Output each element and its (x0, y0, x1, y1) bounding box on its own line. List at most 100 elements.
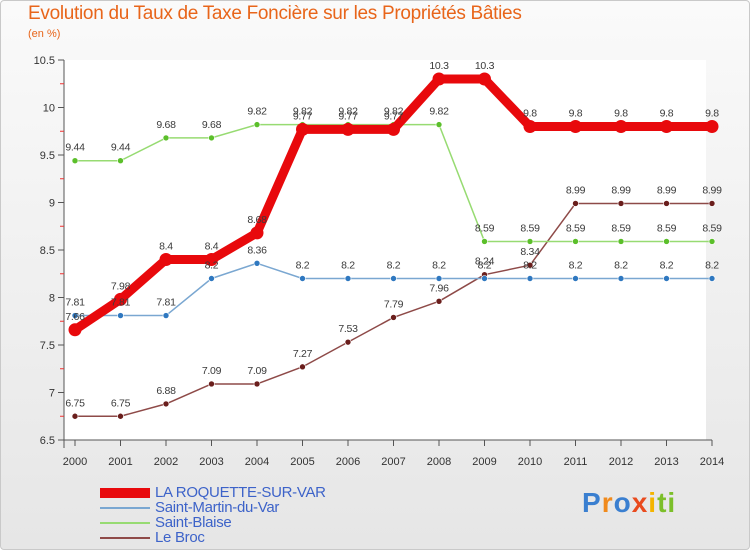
data-label: 9.8 (660, 108, 674, 120)
data-label: 9.77 (293, 110, 313, 122)
data-point (114, 292, 127, 306)
data-point (617, 238, 625, 245)
data-point (663, 238, 670, 245)
logo-letter: i (648, 487, 658, 518)
data-point (390, 275, 397, 282)
x-tick-label: 2001 (108, 456, 132, 468)
data-point (71, 157, 79, 164)
x-tick-label: 2005 (290, 456, 314, 468)
data-point (708, 200, 716, 207)
data-point (390, 314, 397, 321)
data-point (481, 238, 488, 245)
legend-label: Le Broc (155, 529, 205, 546)
logo-letter: i (667, 487, 677, 518)
data-label: 9.68 (202, 119, 222, 131)
y-tick-label: 7.5 (40, 340, 55, 352)
data-label: 7.66 (65, 311, 85, 323)
data-label: 9.44 (111, 142, 131, 154)
x-tick-label: 2003 (199, 456, 223, 468)
data-label: 9.77 (384, 110, 404, 122)
data-label: 8.36 (247, 244, 267, 256)
data-point (708, 275, 716, 282)
x-tick-label: 2013 (654, 456, 678, 468)
x-tick-label: 2008 (427, 456, 451, 468)
data-label: 7.27 (293, 348, 313, 360)
data-label: 8.2 (432, 260, 446, 272)
data-label: 8.2 (341, 260, 355, 272)
legend-label: Saint-Martin-du-Var (155, 499, 280, 516)
data-label: 8.2 (478, 260, 492, 272)
data-label: 8.59 (566, 222, 586, 234)
data-point (614, 120, 628, 133)
data-point (708, 238, 716, 245)
data-point (478, 72, 491, 86)
data-label: 9.82 (338, 106, 358, 118)
data-point (208, 134, 215, 142)
data-label: 9.82 (429, 106, 449, 118)
data-label: 8.2 (614, 260, 628, 272)
x-tick-label: 2009 (472, 456, 496, 468)
data-label: 8.99 (657, 184, 677, 196)
data-point (253, 121, 261, 128)
data-label: 8.68 (247, 214, 267, 226)
logo-letter: t (657, 487, 668, 518)
data-label: 9.8 (614, 108, 628, 120)
data-label: 8.2 (705, 260, 719, 272)
data-label: 8.24 (475, 256, 495, 268)
data-label: 10.3 (429, 60, 449, 72)
y-tick-label: 9.5 (40, 150, 55, 162)
y-tick-label: 9 (49, 198, 55, 210)
data-point (523, 120, 537, 133)
data-point (705, 120, 719, 133)
data-label: 8.2 (296, 260, 310, 272)
chart-title: Evolution du Taux de Taxe Foncière sur l… (28, 3, 522, 24)
data-label: 7.81 (111, 297, 131, 309)
data-point (617, 275, 625, 282)
data-label: 10.3 (475, 60, 495, 72)
logo-letter: x (631, 487, 649, 518)
x-tick-label: 2014 (700, 456, 724, 468)
data-label: 6.75 (65, 397, 85, 409)
data-label: 8.99 (611, 184, 631, 196)
x-tick-label: 2000 (63, 456, 87, 468)
data-label: 8.59 (520, 222, 540, 234)
data-label: 7.09 (202, 365, 222, 377)
x-tick-label: 2006 (336, 456, 360, 468)
y-tick-label: 10 (43, 103, 55, 115)
data-label: 8.2 (660, 260, 674, 272)
data-point (162, 400, 170, 408)
data-point (299, 275, 306, 282)
data-point (569, 120, 582, 133)
data-point (208, 380, 215, 388)
data-label: 8.2 (523, 260, 537, 272)
data-label: 7.53 (338, 323, 358, 335)
legend-swatch (100, 537, 150, 539)
legend-swatch (100, 522, 150, 524)
legend-label: Saint-Blaise (155, 514, 232, 531)
data-point (344, 338, 352, 346)
data-label: 8.99 (566, 184, 586, 196)
logo-letter: r (601, 487, 614, 518)
proxiti-logo: Proxiti (582, 487, 676, 519)
data-label: 8.99 (702, 184, 722, 196)
data-point (617, 200, 625, 207)
data-point (159, 253, 173, 266)
data-label: 9.82 (247, 106, 267, 118)
data-label: 7.09 (247, 365, 267, 377)
data-label: 9.8 (569, 108, 583, 120)
y-tick-label: 8 (49, 293, 55, 305)
y-axis-unit: (en %) (28, 28, 61, 40)
data-label: 8.59 (657, 222, 677, 234)
data-label: 7.98 (111, 280, 131, 292)
data-point (663, 275, 670, 282)
data-label: 8.59 (702, 222, 722, 234)
data-label: 8.4 (205, 241, 219, 253)
data-point (572, 238, 579, 245)
data-point (250, 226, 264, 240)
data-point (435, 297, 443, 305)
data-label: 7.81 (65, 297, 85, 309)
data-label: 7.79 (384, 298, 404, 310)
logo-letter: o (613, 487, 632, 518)
data-label: 8.59 (611, 222, 631, 234)
data-label: 9.82 (384, 106, 404, 118)
